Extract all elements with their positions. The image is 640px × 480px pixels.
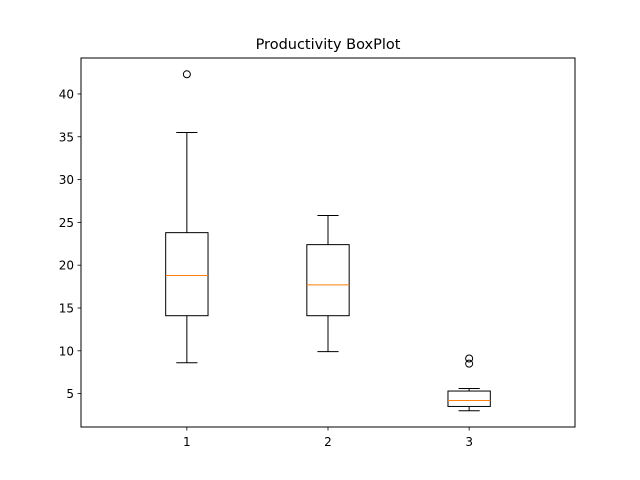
outlier-point	[182, 70, 191, 79]
box	[306, 244, 350, 317]
x-axis: 1 2 3	[183, 427, 473, 449]
y-axis: 5 10 15 20 25 30 35 40	[59, 87, 81, 401]
x-tick-label: 3	[465, 435, 473, 449]
y-tick-label: 25	[59, 216, 74, 230]
chart-title: Productivity BoxPlot	[256, 37, 401, 53]
y-tick-label: 20	[59, 259, 74, 273]
y-tick-label: 15	[59, 301, 74, 315]
x-tick-label: 1	[183, 435, 191, 449]
y-tick-label: 40	[59, 87, 74, 101]
y-tick-label: 5	[66, 387, 74, 401]
x-tick-label: 2	[324, 435, 332, 449]
box-group	[306, 215, 350, 353]
y-tick-label: 10	[59, 344, 74, 358]
box-group	[165, 70, 209, 364]
outlier-point	[465, 359, 474, 368]
outlier-point	[465, 354, 474, 363]
box	[165, 232, 209, 317]
y-tick-label: 35	[59, 130, 74, 144]
boxes	[165, 70, 491, 412]
y-tick-label: 30	[59, 173, 74, 187]
box	[447, 390, 491, 407]
box-group	[447, 354, 491, 412]
